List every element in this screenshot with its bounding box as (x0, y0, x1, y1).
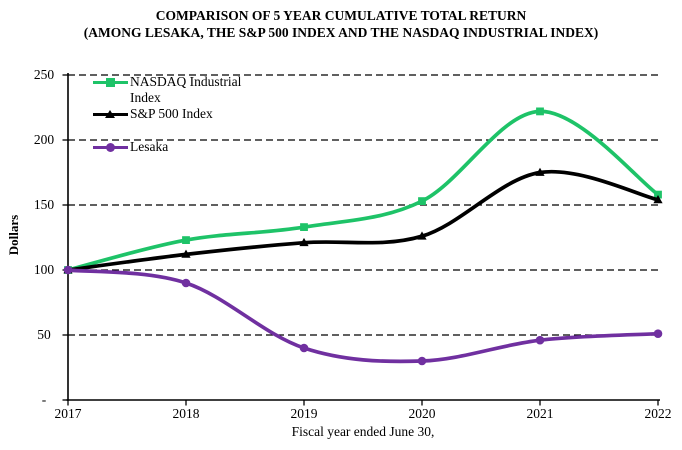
y-tick-label: - (41, 392, 47, 407)
nasdaq-industrial-index-data-point-marker (182, 236, 190, 244)
lesaka-data-point-marker (299, 343, 309, 353)
nasdaq-series-marker-icon (93, 74, 128, 90)
nasdaq-industrial-index-data-point-marker (418, 197, 426, 205)
x-tick-label: 2019 (290, 406, 318, 421)
y-tick-label: 250 (33, 67, 55, 82)
y-tick-label: 150 (33, 197, 55, 212)
s-p-500-index-line (66, 169, 660, 272)
lesaka-data-point-marker (63, 265, 73, 275)
x-tick-label: 2021 (526, 406, 554, 421)
lesaka-data-point-marker (417, 356, 427, 366)
y-tick-label: 50 (37, 327, 51, 342)
chart-title-line2: (AMONG LESAKA, THE S&P 500 INDEX AND THE… (83, 25, 599, 40)
legend-item-nasdaq: NASDAQ Industrial Index (93, 74, 248, 106)
x-tick-label: 2018 (172, 406, 200, 421)
s-p-500-index-data-point-marker (535, 167, 545, 176)
legend-label-lesaka: Lesaka (130, 139, 169, 154)
s-p-500-index-data-point-marker (181, 249, 191, 258)
legend-label-sp500: S&P 500 Index (130, 106, 213, 121)
lesaka-line (66, 268, 660, 364)
nasdaq-industrial-index-data-point-marker (654, 190, 662, 199)
s-p-500-index-data-point-marker (299, 237, 309, 247)
y-tick-label: 200 (33, 132, 55, 147)
s-p-500-index-data-point-marker (653, 195, 663, 204)
x-tick-label: 2017 (54, 406, 82, 421)
x-tick-label: 2022 (644, 406, 672, 421)
nasdaq-industrial-index-data-point-marker (536, 107, 544, 116)
legend-label-nasdaq: NASDAQ Industrial Index (130, 74, 242, 105)
x-axis-label: Fiscal year ended June 30, (291, 424, 435, 439)
chart-title-line1: COMPARISON OF 5 YEAR CUMULATIVE TOTAL RE… (155, 8, 527, 23)
nasdaq-industrial-index-line (66, 109, 660, 272)
s-p-500-index-data-point-marker (417, 231, 427, 240)
lesaka-series-marker-icon (93, 139, 128, 155)
lesaka-data-point-marker (181, 278, 191, 288)
y-tick-label: 100 (33, 262, 55, 277)
legend: NASDAQ Industrial Index S&P 500 Index Le… (93, 74, 248, 155)
x-tick-label: 2020 (408, 406, 436, 421)
legend-item-lesaka: Lesaka (93, 139, 248, 155)
lesaka-data-point-marker (653, 329, 663, 339)
sp500-series-marker-icon (93, 106, 128, 122)
lesaka-data-point-marker (535, 335, 545, 345)
chart-title: COMPARISON OF 5 YEAR CUMULATIVE TOTAL RE… (0, 7, 682, 41)
nasdaq-industrial-index-data-point-marker (300, 223, 308, 231)
legend-item-sp500: S&P 500 Index (93, 106, 248, 122)
